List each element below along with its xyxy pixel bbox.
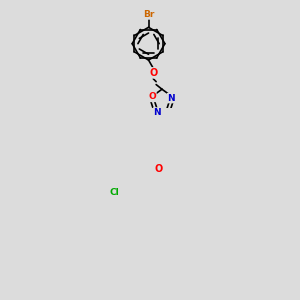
Text: O: O [148, 92, 156, 101]
Text: O: O [155, 164, 163, 174]
Text: O: O [149, 68, 157, 78]
Text: Br: Br [143, 10, 154, 19]
Text: N: N [167, 94, 175, 103]
Text: Cl: Cl [110, 188, 119, 196]
Text: N: N [154, 108, 161, 117]
